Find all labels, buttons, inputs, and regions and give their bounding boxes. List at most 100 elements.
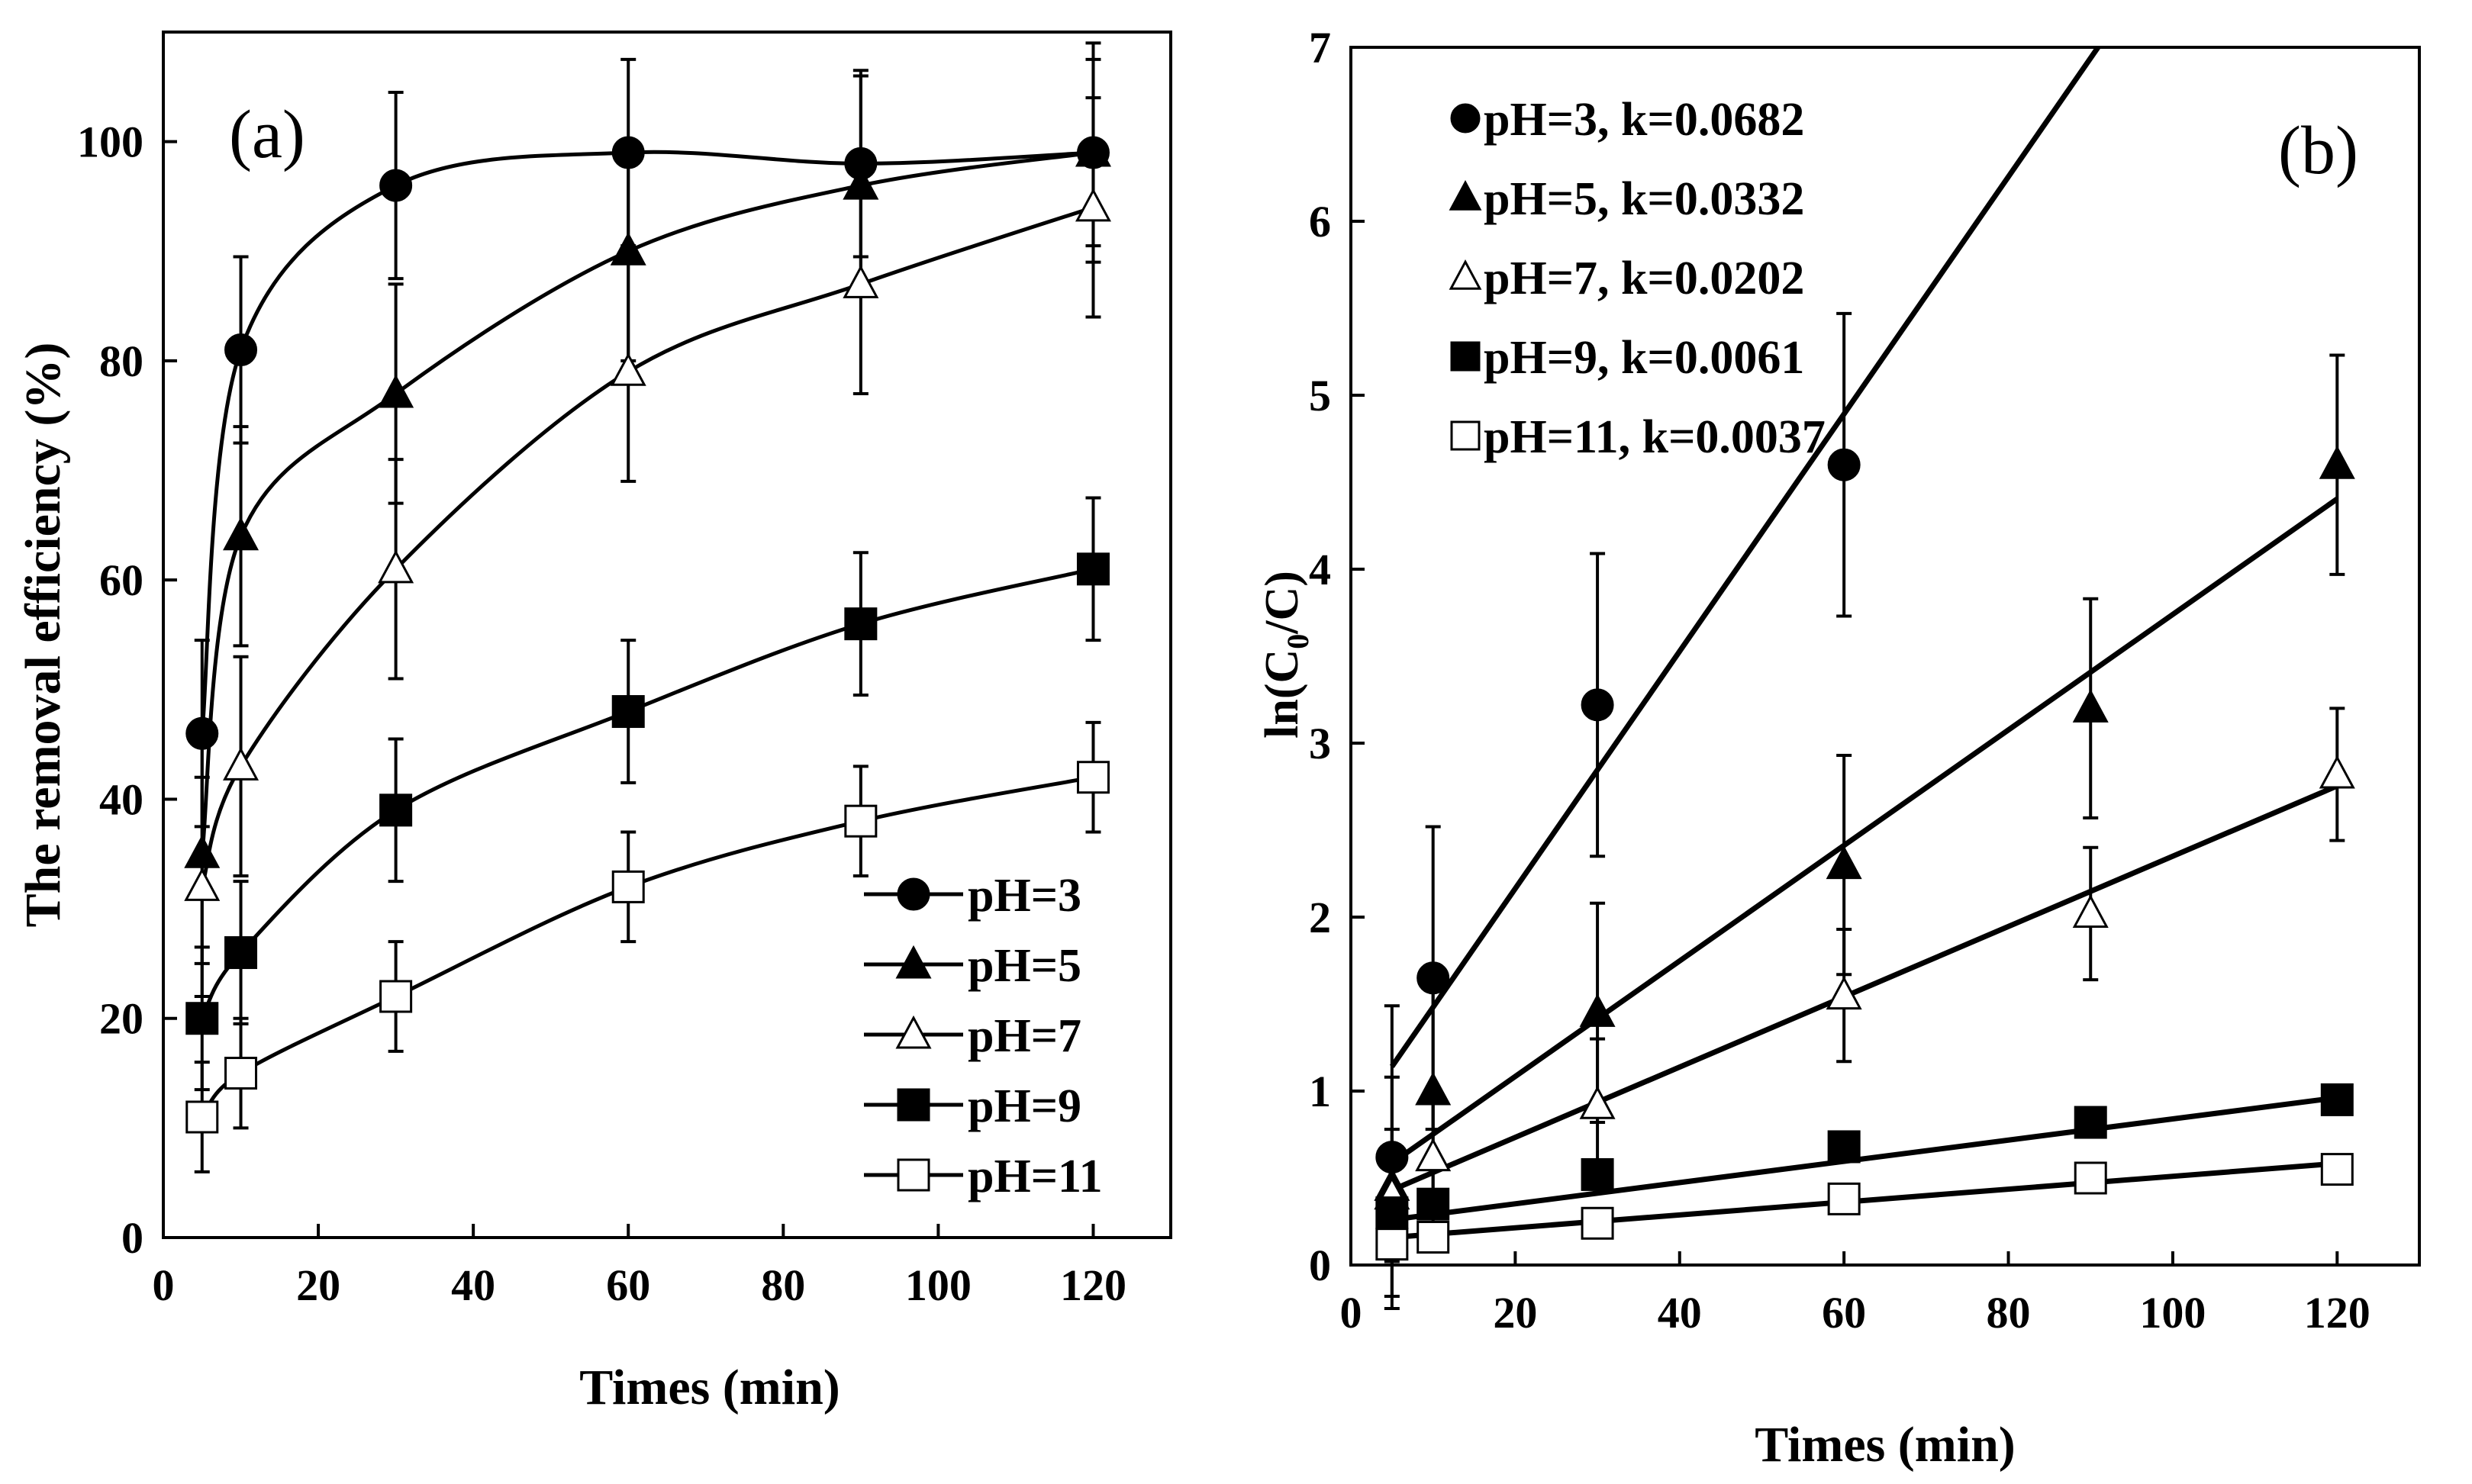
data-point-pH=9 [844, 607, 878, 641]
x-tick-label-b: 60 [1822, 1288, 1866, 1338]
series-line-pH=3 [200, 150, 1094, 734]
x-tick-label-a: 120 [1060, 1260, 1126, 1310]
y-axis-label-b: ln(C0/C) [1256, 571, 1315, 739]
legend-marker-pH=7, k=0.0202 [1449, 259, 1482, 290]
data-point-pH=7, k=0.0202 [1826, 976, 1862, 1010]
data-point-pH=9 [611, 695, 645, 729]
data-point-pH=11 [1076, 761, 1110, 794]
data-point-pH=3 [224, 333, 258, 367]
legend-label: pH=7, k=0.0202 [1484, 253, 1804, 304]
fit-line-pH=7, k=0.0202 [1391, 783, 2338, 1193]
data-point-pH=11, k=0.0037 [1416, 1221, 1450, 1254]
data-point-pH=11 [844, 804, 878, 838]
data-point-pH=9 [1076, 552, 1110, 586]
chart-panel-b: (b) ln(C0/C) Times (min) 0 20 40 60 80 100 120… [1256, 23, 2421, 1473]
data-point-pH=9, k=0.0061 [2074, 1106, 2107, 1139]
data-point-pH=9, k=0.0061 [1416, 1187, 1450, 1221]
x-tick-label-a: 100 [905, 1260, 972, 1310]
y-tick-label-b: 1 [1309, 1067, 1331, 1116]
y-tick-label-a: 80 [99, 336, 143, 386]
plot-frame-a [162, 31, 1172, 1239]
legend-label: pH=11 [968, 1151, 1103, 1202]
data-point-pH=11, k=0.0037 [1375, 1228, 1409, 1261]
chart-panel-a: (a) The removal efficiency (%) Times (mi… [15, 31, 1172, 1415]
data-point-pH=9 [185, 1002, 219, 1035]
legend-label: pH=5, k=0.0332 [1484, 173, 1804, 225]
data-point-pH=3, k=0.0682 [1827, 448, 1861, 481]
y-tick-label-b: 0 [1309, 1241, 1331, 1290]
x-axis-label-b: Times (min) [1755, 1417, 2016, 1473]
data-point-pH=9, k=0.0061 [1827, 1130, 1861, 1164]
x-tick-label-b: 100 [2139, 1288, 2206, 1338]
data-point-pH=11, k=0.0037 [2320, 1153, 2354, 1186]
y-tick-label-a: 100 [77, 117, 143, 167]
x-tick-label-b: 0 [1340, 1288, 1362, 1338]
data-point-pH=9, k=0.0061 [1581, 1157, 1614, 1191]
y-tick-label-b: 5 [1309, 371, 1331, 420]
data-point-pH=9, k=0.0061 [2320, 1083, 2354, 1116]
y-tick-label-b: 4 [1309, 545, 1331, 594]
data-point-pH=9 [224, 936, 258, 970]
data-point-pH=7, k=0.0202 [1415, 1138, 1452, 1172]
data-point-pH=11 [611, 870, 645, 903]
y-tick-label-b: 2 [1309, 893, 1331, 942]
x-tick-label-a: 40 [451, 1260, 495, 1310]
y-axis-label-a: The removal efficiency (%) [15, 343, 71, 928]
x-axis-label-a: Times (min) [579, 1360, 840, 1415]
y-tick-label-a: 40 [99, 774, 143, 824]
data-point-pH=9, k=0.0061 [1375, 1196, 1409, 1230]
data-point-pH=11, k=0.0037 [1581, 1206, 1614, 1240]
y-tick-label-a: 0 [121, 1213, 143, 1263]
data-point-pH=5, k=0.0332 [1579, 993, 1616, 1027]
data-point-pH=5 [378, 374, 414, 408]
data-point-pH=7 [378, 549, 414, 584]
x-tick-label-b: 20 [1493, 1288, 1537, 1338]
data-point-pH=5, k=0.0332 [2319, 446, 2355, 479]
data-point-pH=3 [379, 169, 413, 202]
fit-line-pH=5, k=0.0332 [1390, 497, 2339, 1166]
data-point-pH=3, k=0.0682 [1581, 688, 1614, 722]
data-point-pH=11, k=0.0037 [1827, 1182, 1861, 1215]
fit-line-pH=9, k=0.0061 [1391, 1095, 2338, 1223]
series-line-pH=5 [200, 150, 1094, 855]
data-point-pH=7 [610, 352, 646, 386]
panel-label-b: (b) [2278, 113, 2358, 188]
legend-marker-pH=3, k=0.0682 [1450, 103, 1481, 134]
legend-label: pH=9 [968, 1080, 1081, 1132]
legend-label: pH=11, k=0.0037 [1484, 411, 1826, 463]
legend-label: pH=5 [968, 940, 1081, 992]
plot-frame-b [1349, 46, 2421, 1267]
data-point-pH=7 [223, 747, 259, 781]
x-tick-label-a: 80 [761, 1260, 805, 1310]
y-tick-label-b: 7 [1309, 23, 1331, 72]
data-point-pH=9 [379, 794, 413, 827]
data-point-pH=11 [379, 980, 413, 1013]
legend-marker-pH=7 [895, 1015, 932, 1049]
legend-marker-pH=11, k=0.0037 [1450, 420, 1481, 451]
legend-label: pH=3 [968, 870, 1081, 922]
legend-marker-pH=9 [897, 1088, 930, 1122]
legend-label: pH=7 [968, 1010, 1081, 1062]
legend-label: pH=9, k=0.0061 [1484, 332, 1804, 384]
x-tick-label-b: 120 [2304, 1288, 2370, 1338]
fit-line-pH=3, k=0.0682 [1389, 47, 2102, 1068]
x-tick-label-a: 20 [296, 1260, 340, 1310]
data-point-pH=11 [224, 1057, 258, 1090]
y-tick-label-b: 6 [1309, 197, 1331, 246]
x-tick-label-b: 80 [1987, 1288, 2031, 1338]
data-point-pH=7 [184, 868, 221, 901]
x-tick-label-a: 0 [153, 1260, 175, 1310]
data-point-pH=7 [843, 265, 879, 298]
legend-marker-pH=11 [897, 1158, 930, 1192]
legend-marker-pH=3 [897, 877, 930, 911]
legend-label: pH=3, k=0.0682 [1484, 94, 1804, 146]
data-point-pH=7 [1075, 188, 1111, 222]
data-point-pH=11, k=0.0037 [2074, 1161, 2107, 1195]
data-point-pH=7, k=0.0202 [1579, 1086, 1616, 1119]
y-tick-label-a: 60 [99, 555, 143, 605]
data-point-pH=5 [223, 517, 259, 551]
data-point-pH=5, k=0.0332 [2072, 689, 2109, 723]
fit-line-pH=11, k=0.0037 [1391, 1160, 2338, 1241]
